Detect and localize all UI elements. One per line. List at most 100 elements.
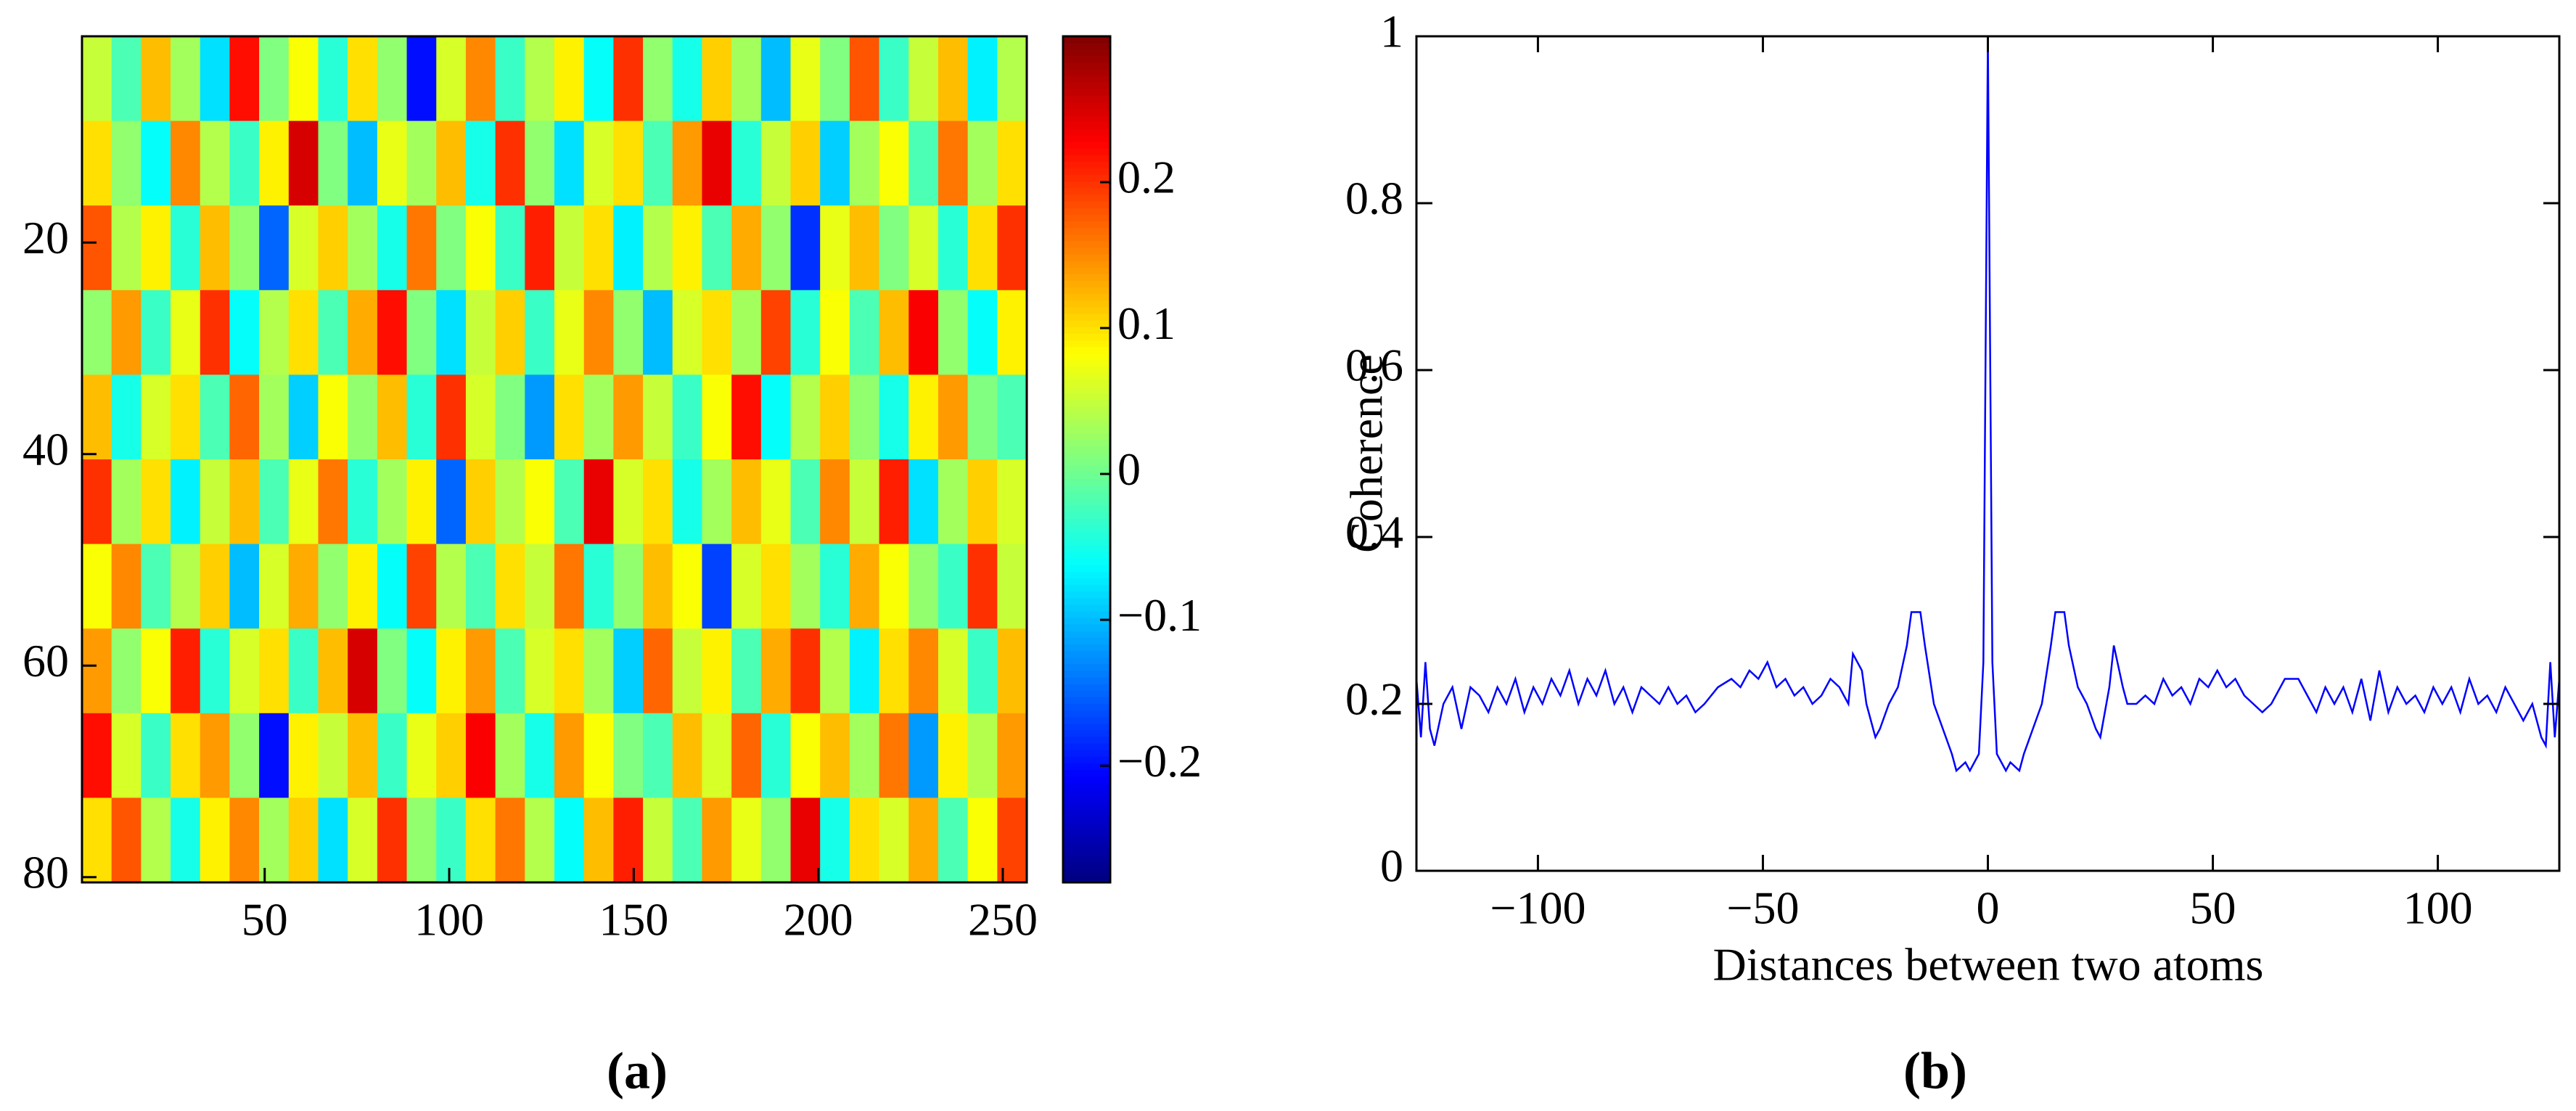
colorbar-band — [1063, 254, 1110, 262]
colorbar-band — [1063, 413, 1110, 421]
colorbar-band — [1063, 95, 1110, 103]
heat-cell — [82, 628, 112, 714]
heat-cell — [436, 544, 467, 629]
colorbar-band — [1063, 862, 1110, 870]
heat-cell — [554, 544, 585, 629]
x-tick-label: 100 — [2403, 882, 2473, 934]
heat-cell — [820, 459, 850, 545]
heat-cell — [288, 459, 319, 545]
colorbar-band — [1063, 439, 1110, 447]
heat-cell — [938, 120, 969, 206]
heat-cell — [583, 544, 614, 629]
x-tick-label: 50 — [2190, 882, 2236, 934]
heat-cell — [525, 544, 555, 629]
heat-cell — [583, 628, 614, 714]
colorbar-band — [1063, 829, 1110, 837]
heat-cell — [171, 120, 201, 206]
colorbar-band — [1063, 181, 1110, 189]
heat-cell — [760, 36, 792, 122]
colorbar-band — [1063, 611, 1110, 619]
colorbar-band — [1063, 386, 1110, 394]
heat-cell — [318, 713, 348, 798]
y-tick-label: 0.4 — [1345, 507, 1403, 558]
colorbar-band — [1063, 234, 1110, 242]
plot-frame — [81, 35, 1028, 884]
colorbar-band — [1063, 62, 1110, 70]
heat-cell — [288, 36, 319, 122]
heat-cell — [849, 544, 880, 629]
heat-cell — [760, 544, 792, 629]
heat-cell — [760, 120, 792, 206]
heat-cell — [554, 713, 585, 798]
heat-cell — [672, 713, 703, 798]
heat-cell — [436, 290, 467, 375]
heat-cell — [229, 544, 260, 629]
heat-cell — [643, 36, 673, 122]
heat-cell — [643, 290, 673, 375]
heat-cell — [672, 459, 703, 545]
heat-cell — [613, 290, 644, 375]
heat-cell — [288, 290, 319, 375]
heat-cell — [406, 713, 437, 798]
colorbar-band — [1063, 148, 1110, 156]
heat-cell — [377, 798, 408, 883]
heat-cell — [879, 544, 909, 629]
heat-cell — [436, 459, 467, 545]
colorbar-band — [1063, 790, 1110, 798]
colorbar-band — [1063, 300, 1110, 308]
heat-cell — [997, 544, 1027, 629]
heat-cell — [436, 120, 467, 206]
heat-cell — [436, 36, 467, 122]
heat-cell — [229, 374, 260, 460]
colorbar-band — [1063, 723, 1110, 731]
heat-cell — [997, 36, 1027, 122]
heat-cell — [348, 628, 378, 714]
heat-cell — [731, 120, 762, 206]
heat-cell — [229, 798, 260, 883]
colorbar-band — [1063, 69, 1110, 77]
heat-cell — [938, 290, 969, 375]
heat-cell — [465, 459, 496, 545]
colorbar-band — [1063, 380, 1110, 388]
heat-cell — [200, 459, 231, 545]
heat-cell — [672, 120, 703, 206]
heat-cell — [967, 120, 998, 206]
heat-cell — [908, 290, 939, 375]
heat-cell — [288, 120, 319, 206]
colorbar-band — [1063, 307, 1110, 315]
heat-cell — [967, 628, 998, 714]
colorbar-band — [1063, 75, 1110, 83]
colorbar-tick-label: 0 — [1117, 443, 1141, 495]
colorbar-band — [1063, 836, 1110, 844]
x-tick-label: 50 — [242, 894, 288, 946]
heat-cell — [849, 628, 880, 714]
heat-cell — [879, 120, 909, 206]
heat-cell — [525, 628, 555, 714]
heat-cell — [377, 120, 408, 206]
heat-cell — [997, 713, 1027, 798]
heat-cell — [495, 628, 525, 714]
x-tick-label: −100 — [1490, 882, 1586, 934]
heat-cell — [643, 628, 673, 714]
heat-cell — [348, 544, 378, 629]
heat-cell — [820, 120, 850, 206]
colorbar-band — [1063, 267, 1110, 275]
colorbar-band — [1063, 366, 1110, 374]
panel-label: (b) — [1903, 1042, 1967, 1100]
heat-cell — [702, 36, 732, 122]
heat-cell — [790, 290, 821, 375]
data-line — [1415, 36, 2561, 773]
colorbar-tick-label: −0.1 — [1117, 589, 1202, 641]
heat-cell — [495, 36, 525, 122]
colorbar-band — [1063, 565, 1110, 573]
colorbar-band — [1063, 459, 1110, 467]
heat-cell — [938, 205, 969, 291]
colorbar-band — [1063, 737, 1110, 745]
heat-cell — [702, 628, 732, 714]
heat-cell — [849, 36, 880, 122]
heat-cell — [879, 713, 909, 798]
heat-cell — [465, 205, 496, 291]
heat-cell — [82, 120, 112, 206]
heat-cell — [672, 798, 703, 883]
y-tick-label: 40 — [22, 423, 69, 475]
